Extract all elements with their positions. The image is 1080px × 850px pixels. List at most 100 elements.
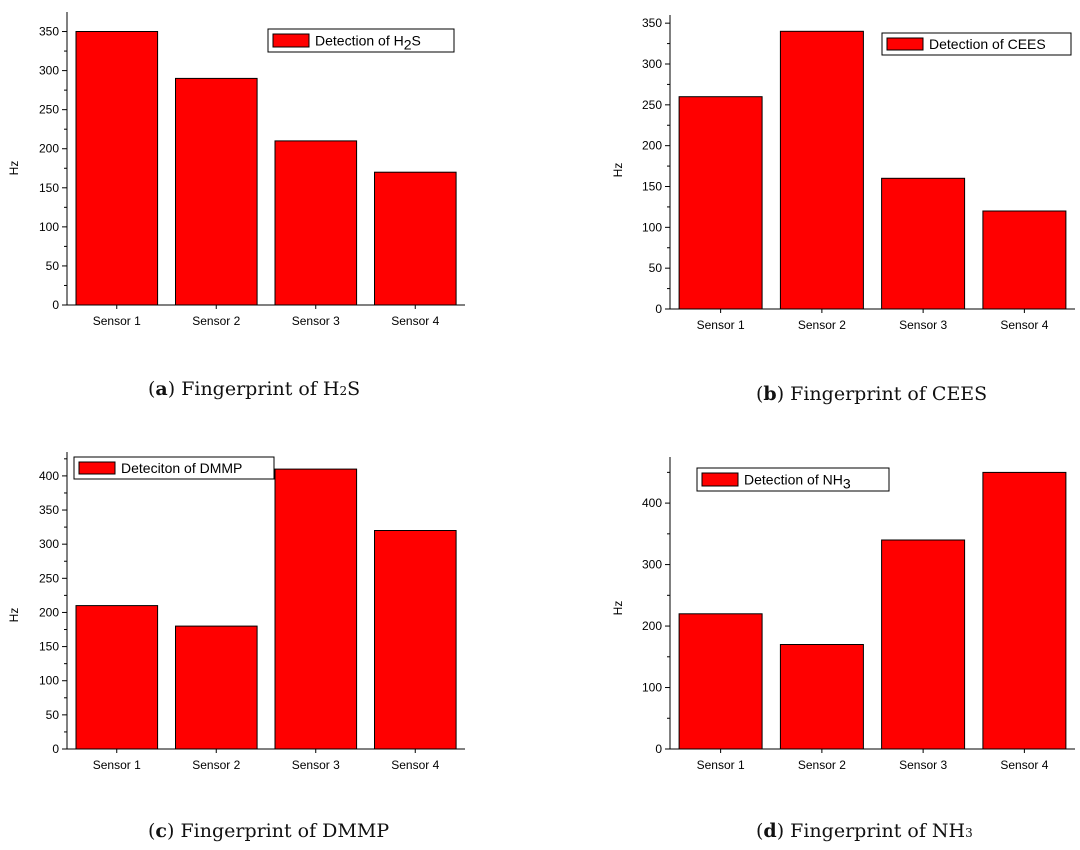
y-tick-label-b-2: 100 <box>642 220 662 234</box>
y-axis-label-b: Hz <box>611 163 625 178</box>
legend-box-c <box>73 456 275 480</box>
legend-swatch-b <box>886 37 924 51</box>
bar-c-3 <box>274 468 358 750</box>
y-tick-label-d-1: 100 <box>642 681 662 695</box>
caption-d-sub: 3 <box>965 826 973 840</box>
x-tick-label-b-1: Sensor 1 <box>697 318 745 332</box>
x-tick-label-b-4: Sensor 4 <box>1000 318 1048 332</box>
bar-a-4 <box>374 171 457 306</box>
y-tick-label-b-7: 350 <box>642 16 662 30</box>
x-tick-label-a-3: Sensor 3 <box>292 314 340 328</box>
y-tick-label-c-4: 200 <box>39 605 59 619</box>
y-tick-label-b-1: 50 <box>649 261 663 275</box>
y-tick-label-d-3: 300 <box>642 558 662 572</box>
caption-c-text: Fingerprint of DMMP <box>180 820 390 842</box>
y-tick-label-c-8: 400 <box>39 469 59 483</box>
legend-d: Detection of NH3 <box>696 467 890 492</box>
legend-label-d: Detection of NH3 <box>744 472 851 492</box>
caption-b-text: Fingerprint of CEES <box>790 383 988 405</box>
bar-c-4 <box>374 530 457 750</box>
x-tick-label-d-4: Sensor 4 <box>1000 758 1048 772</box>
x-tick-label-a-4: Sensor 4 <box>391 314 439 328</box>
legend-c: Deteciton of DMMP <box>73 456 275 480</box>
caption-c: (c) Fingerprint of DMMP <box>148 820 390 842</box>
legend-swatch-d <box>701 472 739 487</box>
chart-c: Sensor 1 Sensor 2 Sensor 3 Sensor 4 0 50 100 15… <box>7 452 465 772</box>
x-tick-label-b-2: Sensor 2 <box>798 318 846 332</box>
caption-a-sub: 2 <box>339 384 348 398</box>
legend-box-a <box>267 28 455 53</box>
legend-b: Detection of CEES <box>881 32 1072 56</box>
bar-a-3 <box>274 140 358 306</box>
legend-label-c: Deteciton of DMMP <box>121 460 242 476</box>
bar-a-2 <box>175 77 258 306</box>
x-tick-label-a-2: Sensor 2 <box>192 314 240 328</box>
chart-d: Sensor 1 Sensor 2 Sensor 3 Sensor 4 0 100 200 3… <box>611 457 1075 772</box>
caption-b-letter: b <box>763 383 777 405</box>
caption-a-suffix: S <box>347 378 361 400</box>
bar-d-4 <box>982 471 1067 750</box>
bar-b-2 <box>779 30 864 310</box>
y-tick-label-d-0: 0 <box>655 742 662 756</box>
y-axis-label-c: Hz <box>7 608 21 623</box>
y-tick-label-b-0: 0 <box>655 302 662 316</box>
bar-c-2 <box>175 625 258 750</box>
legend-swatch-c <box>78 461 116 475</box>
x-tick-label-a-1: Sensor 1 <box>93 314 141 328</box>
bar-d-1 <box>678 613 763 750</box>
bar-a-1 <box>75 31 159 306</box>
bar-c-1 <box>75 605 159 750</box>
caption-a-letter: a <box>155 378 168 400</box>
caption-a-text: Fingerprint of H <box>181 378 340 400</box>
caption-d-text: Fingerprint of NH <box>790 820 966 842</box>
y-tick-label-a-7: 350 <box>39 25 59 39</box>
y-tick-label-a-4: 200 <box>39 142 59 156</box>
y-tick-label-c-6: 300 <box>39 537 59 551</box>
caption-a: (a) Fingerprint of H2S <box>148 378 361 400</box>
y-tick-label-a-6: 300 <box>39 64 59 78</box>
legend-label-b: Detection of CEES <box>929 36 1046 52</box>
caption-c-letter: c <box>155 820 167 842</box>
x-tick-label-d-1: Sensor 1 <box>697 758 745 772</box>
y-tick-label-c-1: 50 <box>46 708 60 722</box>
x-tick-label-d-2: Sensor 2 <box>798 758 846 772</box>
legend-swatch-a <box>272 33 310 48</box>
legend-box-b <box>881 32 1072 56</box>
chart-b: Sensor 1 Sensor 2 Sensor 3 Sensor 4 0 50 100 15… <box>611 15 1075 332</box>
bar-b-1 <box>678 96 763 310</box>
y-tick-label-b-3: 150 <box>642 180 662 194</box>
chart-a: Sensor 1 Sensor 2 Sensor 3 Sensor 4 0 50 100 15… <box>7 12 465 328</box>
y-tick-label-a-1: 50 <box>46 259 60 273</box>
bar-b-3 <box>881 177 966 310</box>
x-tick-label-d-3: Sensor 3 <box>899 758 947 772</box>
y-tick-label-c-0: 0 <box>52 742 59 756</box>
y-tick-label-d-4: 400 <box>642 496 662 510</box>
x-tick-label-c-4: Sensor 4 <box>391 758 439 772</box>
y-tick-label-a-2: 100 <box>39 220 59 234</box>
y-axis-label-d: Hz <box>611 601 625 616</box>
y-tick-label-d-2: 200 <box>642 619 662 633</box>
x-tick-label-c-3: Sensor 3 <box>292 758 340 772</box>
bar-d-2 <box>779 644 864 750</box>
caption-b: (b) Fingerprint of CEES <box>756 383 988 405</box>
y-tick-label-c-7: 350 <box>39 503 59 517</box>
caption-d: (d) Fingerprint of NH3 <box>756 820 973 842</box>
y-tick-label-c-5: 250 <box>39 571 59 585</box>
legend-box-d <box>696 467 890 492</box>
y-tick-label-c-3: 150 <box>39 640 59 654</box>
y-axis-label-a: Hz <box>7 161 21 176</box>
y-tick-label-b-4: 200 <box>642 139 662 153</box>
legend-a: Detection of H2S <box>267 28 455 53</box>
x-tick-label-b-3: Sensor 3 <box>899 318 947 332</box>
y-tick-label-a-5: 250 <box>39 103 59 117</box>
y-tick-label-b-6: 300 <box>642 57 662 71</box>
x-tick-label-c-2: Sensor 2 <box>192 758 240 772</box>
bar-d-3 <box>881 539 966 750</box>
y-tick-label-a-0: 0 <box>52 298 59 312</box>
bar-b-4 <box>982 210 1067 310</box>
x-tick-label-c-1: Sensor 1 <box>93 758 141 772</box>
legend-label-a: Detection of H2S <box>315 33 421 53</box>
caption-d-letter: d <box>763 820 777 842</box>
y-tick-label-b-5: 250 <box>642 98 662 112</box>
